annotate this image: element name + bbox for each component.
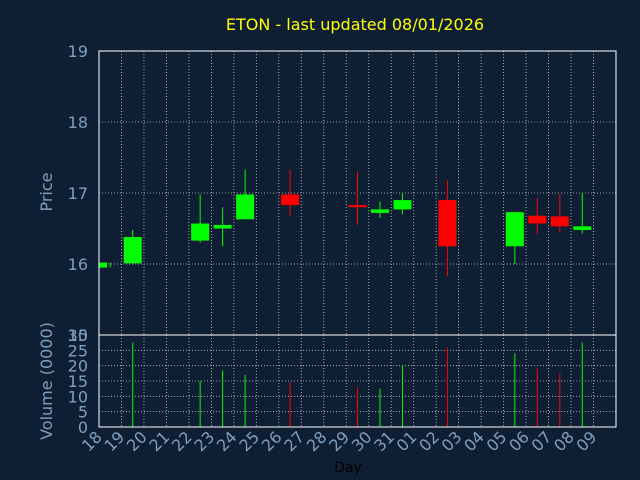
volume-tick-label: 30 <box>68 326 88 345</box>
volume-tick-label: 10 <box>68 387 88 406</box>
candlestick-series <box>99 169 592 277</box>
candle-body <box>213 224 232 229</box>
price-tick-label: 15 <box>68 326 88 345</box>
volume-axis-label: Volume (0000) <box>37 322 56 440</box>
price-tick-label: 16 <box>68 255 88 274</box>
candle-body <box>438 200 457 247</box>
price-tick-labels: 15 16 17 18 19 <box>68 42 88 345</box>
candle-body <box>505 212 524 247</box>
candle-body <box>550 216 569 227</box>
candle-body <box>393 200 412 210</box>
price-tick-label: 18 <box>68 113 88 132</box>
candle-body <box>370 209 389 213</box>
price-tick-label: 17 <box>68 184 88 203</box>
volume-tick-label: 20 <box>68 357 88 376</box>
price-axis-label: Price <box>37 172 56 211</box>
volume-series <box>132 342 583 427</box>
volume-tick-label: 0 <box>78 418 88 437</box>
price-tick-label: 19 <box>68 42 88 61</box>
candle-body <box>281 194 300 206</box>
volume-tick-label: 15 <box>68 372 88 391</box>
x-tick-label: 09 <box>573 427 601 455</box>
candle-body <box>236 194 255 220</box>
candle-body <box>123 237 142 264</box>
price-grid <box>99 51 616 335</box>
volume-tick-label: 5 <box>78 403 88 422</box>
candle-body <box>191 223 210 241</box>
volume-panel-frame <box>98 334 617 428</box>
chart-title: ETON - last updated 08/01/2026 <box>226 15 484 34</box>
candle-body <box>573 226 592 230</box>
x-axis-label: Day <box>334 460 362 476</box>
x-tick-labels: 1819202122232425262728293031010203040506… <box>78 427 600 455</box>
candle-body <box>99 262 107 268</box>
volume-tick-label: 25 <box>68 341 88 360</box>
candle-body <box>348 205 367 208</box>
candle-body <box>528 215 547 224</box>
